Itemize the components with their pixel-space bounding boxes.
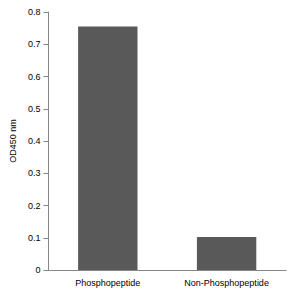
svg-text:0.7: 0.7 [28, 39, 41, 49]
svg-text:0.3: 0.3 [28, 168, 41, 178]
svg-text:0.1: 0.1 [28, 233, 41, 243]
svg-text:0: 0 [35, 265, 40, 275]
svg-text:0.2: 0.2 [28, 201, 41, 211]
svg-text:Non-Phosphopeptide: Non-Phosphopeptide [184, 278, 269, 288]
svg-text:0.8: 0.8 [28, 7, 41, 17]
svg-text:0.6: 0.6 [28, 72, 41, 82]
svg-text:0.5: 0.5 [28, 104, 41, 114]
svg-text:Phosphopeptide: Phosphopeptide [75, 278, 140, 288]
svg-text:0.4: 0.4 [28, 136, 41, 146]
svg-text:OD450 nm: OD450 nm [8, 119, 18, 163]
